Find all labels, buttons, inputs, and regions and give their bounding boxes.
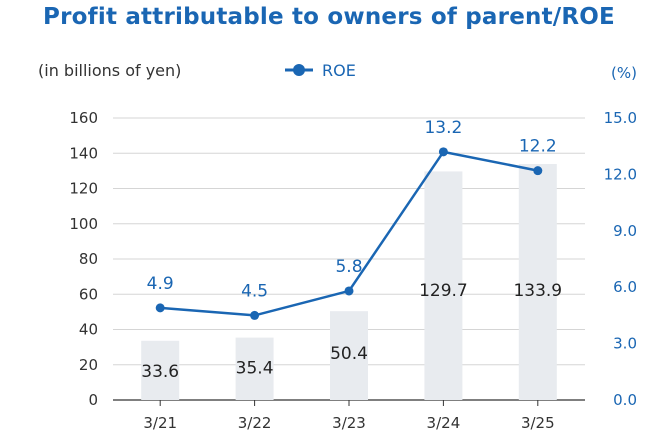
left-tick-label: 100 [69,215,98,233]
legend: ROE [285,61,356,80]
bar-value-label: 129.7 [419,281,468,301]
roe-point [250,310,260,320]
x-tick-label: 3/21 [143,414,177,432]
left-tick-label: 40 [79,321,98,339]
legend-label: ROE [322,61,356,80]
chart-title: Profit attributable to owners of parent/… [43,4,615,30]
bar [424,171,463,400]
right-tick-label: 15.0 [604,109,637,127]
bar-value-label: 35.4 [236,359,274,379]
bar [235,337,274,400]
bar [330,311,368,400]
bar [141,340,180,400]
roe-point [533,166,543,176]
left-tick-label: 120 [69,180,98,198]
bar-value-label: 133.9 [513,281,562,301]
left-tick-label: 20 [79,356,98,374]
right-tick-label: 0.0 [613,391,637,409]
bar-value-label: 33.6 [141,362,179,382]
left-axis-unit: (in billions of yen) [38,61,181,80]
right-tick-label: 12.0 [604,165,637,183]
bar [518,164,557,400]
x-tick-label: 3/23 [332,414,366,432]
right-axis-unit: (%) [611,64,637,82]
bar-value-label: 50.4 [330,344,368,364]
right-tick-label: 6.0 [613,278,637,296]
left-tick-label: 80 [79,250,98,268]
right-tick-label: 9.0 [613,222,637,240]
roe-value-label: 12.2 [519,137,557,157]
roe-value-label: 5.8 [335,257,362,277]
left-tick-label: 0 [88,391,98,409]
left-tick-label: 160 [69,109,98,127]
left-tick-label: 60 [79,285,98,303]
roe-value-label: 4.9 [147,274,174,294]
x-tick-label: 3/24 [427,414,461,432]
x-tick-label: 3/22 [238,414,272,432]
roe-point [155,303,165,313]
roe-value-label: 4.5 [241,281,268,301]
left-tick-label: 140 [69,144,98,162]
legend-marker-icon [293,64,305,76]
roe-point [438,147,448,157]
roe-point [344,286,354,296]
roe-value-label: 13.2 [424,118,462,138]
x-tick-label: 3/25 [521,414,555,432]
right-tick-label: 3.0 [613,335,637,353]
